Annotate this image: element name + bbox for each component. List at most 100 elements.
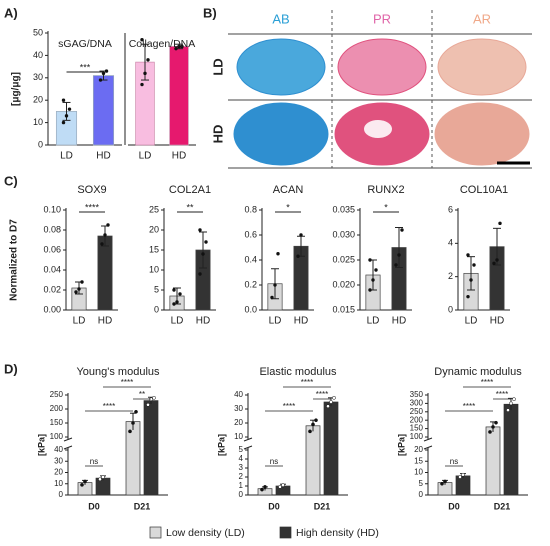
x-tick-label: D21 [314, 501, 331, 511]
x-tick-label: D0 [88, 501, 100, 511]
y-tick-label: 15 [149, 244, 159, 254]
y-tick-label: 6 [448, 204, 453, 214]
y-tick-label: 50 [33, 27, 43, 37]
data-point [506, 408, 510, 412]
y-tick-label: 40 [33, 50, 43, 60]
y-tick-label: 0.0 [244, 304, 257, 314]
panel-label: C) [4, 173, 18, 188]
y-tick-label: 4 [239, 454, 244, 463]
panel-label: A) [4, 5, 18, 20]
bar [169, 46, 189, 146]
data-point [371, 278, 375, 282]
axis-break [423, 437, 433, 442]
chart-title: Young's modulus [76, 366, 160, 378]
data-point [509, 401, 513, 406]
axis-break [63, 445, 73, 450]
x-tick-label: HD [294, 316, 308, 327]
x-tick-label: LD [465, 316, 478, 327]
bar [455, 475, 471, 496]
y-tick-label: 0 [38, 139, 43, 149]
histology-sample [337, 38, 427, 96]
y-tick-label: 100 [410, 432, 424, 441]
data-point [332, 395, 336, 400]
y-tick-label: 15 [414, 456, 423, 465]
y-tick-label: 30 [33, 72, 43, 82]
data-point [143, 71, 147, 76]
data-point [469, 278, 473, 282]
x-tick-label: HD [196, 316, 210, 327]
y-axis-label: [kPa] [396, 434, 406, 456]
y-tick-label: 10 [33, 117, 43, 127]
significance-label: * [384, 202, 388, 212]
x-tick-label: D0 [448, 501, 460, 511]
data-point [98, 78, 103, 82]
axis-break [243, 445, 253, 450]
column-label: PR [373, 11, 391, 26]
significance-label: ns [270, 457, 278, 466]
data-point [488, 430, 492, 434]
data-point [278, 485, 282, 489]
y-tick-label: 20 [234, 418, 243, 427]
data-point [198, 272, 202, 276]
histology-sample [233, 102, 329, 166]
data-point [492, 261, 496, 266]
y-tick-label: 1 [239, 481, 244, 490]
legend-swatch [279, 526, 292, 539]
bar [92, 75, 115, 146]
histology-sample [434, 102, 530, 166]
x-tick-label: LD [139, 151, 152, 162]
data-point [128, 429, 132, 434]
data-point [80, 483, 84, 487]
x-tick-label: LD [171, 316, 184, 327]
data-point [146, 58, 150, 62]
data-point [494, 420, 498, 425]
legend-label: High density (HD) [296, 527, 379, 539]
data-point [329, 400, 333, 404]
data-point [177, 44, 181, 49]
y-tick-label: 0.020 [332, 279, 355, 289]
data-point [458, 475, 462, 479]
data-point [175, 300, 179, 304]
data-point [80, 280, 84, 284]
significance-label: * [286, 202, 290, 212]
y-tick-label: 2 [448, 271, 453, 281]
y-tick-label: 250 [410, 407, 424, 416]
data-point [134, 409, 138, 414]
y-tick-label: 0.08 [43, 224, 61, 234]
data-point [201, 252, 205, 256]
data-point [74, 290, 78, 294]
axis-break [423, 445, 433, 450]
y-tick-label: 150 [410, 424, 424, 433]
x-tick-label: LD [73, 316, 86, 327]
y-tick-label: 3 [239, 463, 244, 472]
data-point [131, 421, 135, 425]
y-tick-label: 0 [59, 490, 64, 499]
y-tick-label: 0.2 [244, 279, 257, 289]
data-point [495, 258, 499, 262]
data-point [368, 288, 372, 292]
data-point [152, 395, 156, 400]
data-point [281, 483, 285, 487]
chart-title: Collagen/DNA [129, 38, 196, 50]
chart-title: COL2A1 [169, 184, 211, 196]
y-axis-label: Normalized to D7 [9, 219, 20, 301]
significance-label: ns [90, 457, 98, 466]
data-point [276, 252, 280, 256]
y-tick-label: 20 [149, 224, 159, 234]
data-point [64, 114, 69, 118]
y-tick-label: 0.04 [43, 264, 61, 274]
data-point [140, 82, 144, 87]
y-tick-label: 20 [54, 468, 63, 477]
data-point [67, 107, 72, 111]
bar [323, 401, 339, 496]
chart-title: Dynamic modulus [434, 366, 522, 378]
data-point [178, 292, 182, 296]
y-tick-label: 10 [414, 468, 423, 477]
x-tick-label: D21 [134, 501, 151, 511]
y-tick-label: 40 [54, 445, 63, 454]
x-tick-label: LD [60, 151, 73, 162]
y-tick-label: 150 [50, 418, 64, 427]
x-tick-label: LD [367, 316, 380, 327]
data-point [204, 240, 208, 244]
row-label: LD [210, 58, 225, 75]
